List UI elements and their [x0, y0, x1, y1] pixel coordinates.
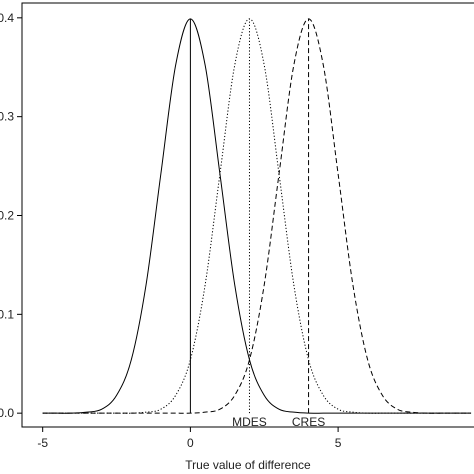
reference-label: CRES [292, 415, 325, 429]
y-tick-label: 0.4 [0, 11, 14, 25]
density-curve [42, 18, 472, 414]
y-tick-label: 0.0 [0, 406, 14, 420]
x-axis-label: True value of difference [185, 458, 311, 472]
x-tick-label: 5 [335, 436, 342, 450]
density-curve [42, 18, 472, 414]
x-tick-label: 0 [187, 436, 194, 450]
reference-label: MDES [232, 415, 267, 429]
x-tick-label: -5 [37, 436, 48, 450]
y-tick-label: 0.2 [0, 208, 14, 222]
y-tick-label: 0.3 [0, 110, 14, 124]
density-curve [42, 18, 472, 414]
y-tick-label: 0.1 [0, 307, 14, 321]
